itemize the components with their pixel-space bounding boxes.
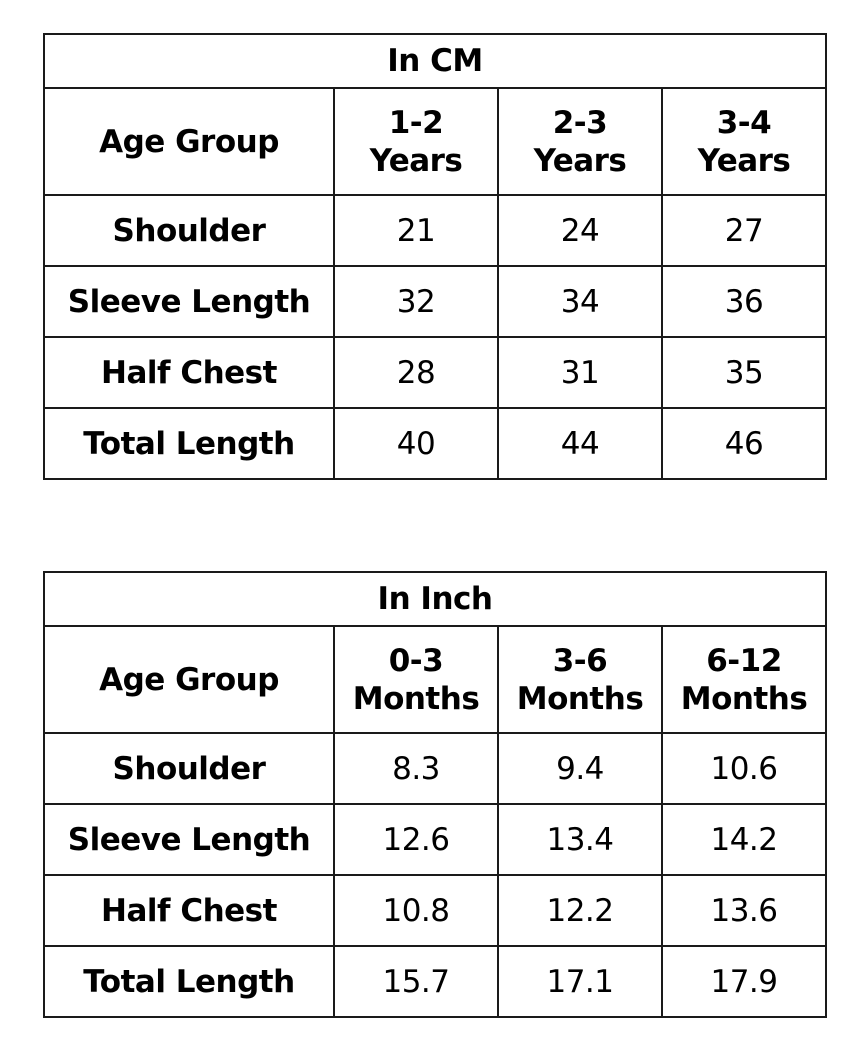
size-table-inch: In Inch Age Group 0-3 Months 3-6 Months … bbox=[42, 571, 828, 1018]
table-cell: 35 bbox=[661, 336, 827, 409]
row-label: Sleeve Length bbox=[43, 265, 335, 338]
table-cell: 17.1 bbox=[497, 945, 663, 1018]
row-label: Shoulder bbox=[43, 732, 335, 805]
table-cell: 10.8 bbox=[333, 874, 499, 947]
table-row: Total Length 40 44 46 bbox=[43, 407, 827, 480]
table-cell: 28 bbox=[333, 336, 499, 409]
column-header: 3-6 Months bbox=[497, 625, 663, 734]
column-range: 3-4 bbox=[716, 104, 772, 141]
age-group-label: Age Group bbox=[43, 625, 335, 734]
column-range: 1-2 bbox=[388, 104, 444, 141]
row-label: Shoulder bbox=[43, 194, 335, 267]
table-cell: 24 bbox=[497, 194, 663, 267]
age-group-label: Age Group bbox=[43, 87, 335, 196]
row-label: Sleeve Length bbox=[43, 803, 335, 876]
column-range: 3-6 bbox=[552, 642, 608, 679]
column-unit: Months bbox=[352, 680, 480, 717]
table-cell: 12.2 bbox=[497, 874, 663, 947]
table-row: Sleeve Length 32 34 36 bbox=[43, 265, 827, 338]
table-title: In CM bbox=[43, 33, 827, 89]
table-cell: 36 bbox=[661, 265, 827, 338]
row-label: Total Length bbox=[43, 945, 335, 1018]
row-label: Half Chest bbox=[43, 336, 335, 409]
table-row: Half Chest 10.8 12.2 13.6 bbox=[43, 874, 828, 947]
table-cell: 15.7 bbox=[333, 945, 499, 1018]
table-cell: 34 bbox=[497, 265, 663, 338]
column-header: 6-12 Months bbox=[660, 625, 828, 734]
table-cell: 17.9 bbox=[660, 945, 828, 1018]
column-header: 3-4 Years bbox=[661, 87, 827, 196]
table-cell: 27 bbox=[661, 194, 827, 267]
table-cell: 13.4 bbox=[497, 803, 663, 876]
table-cell: 44 bbox=[497, 407, 663, 480]
table-cell: 9.4 bbox=[497, 732, 663, 805]
table-title: In Inch bbox=[42, 571, 828, 627]
table-cell: 14.2 bbox=[660, 803, 828, 876]
table-cell: 40 bbox=[333, 407, 499, 480]
table-cell: 46 bbox=[661, 407, 827, 480]
column-header: 0-3 Months bbox=[333, 625, 499, 734]
table-row: Shoulder 21 24 27 bbox=[43, 194, 827, 267]
table-cell: 32 bbox=[333, 265, 499, 338]
column-unit: Years bbox=[533, 142, 627, 179]
row-label: Total Length bbox=[43, 407, 335, 480]
column-range: 6-12 bbox=[706, 642, 782, 679]
column-unit: Years bbox=[697, 142, 791, 179]
table-row: Total Length 15.7 17.1 17.9 bbox=[43, 945, 828, 1018]
table-cell: 12.6 bbox=[333, 803, 499, 876]
size-table-cm: In CM Age Group 1-2 Years 2-3 Years 3-4 … bbox=[43, 33, 827, 480]
column-unit: Years bbox=[369, 142, 463, 179]
column-unit: Months bbox=[680, 680, 808, 717]
row-label: Half Chest bbox=[43, 874, 335, 947]
column-range: 2-3 bbox=[552, 104, 608, 141]
table-row: Half Chest 28 31 35 bbox=[43, 336, 827, 409]
column-unit: Months bbox=[516, 680, 644, 717]
table-cell: 21 bbox=[333, 194, 499, 267]
column-header: 1-2 Years bbox=[333, 87, 499, 196]
table-cell: 13.6 bbox=[660, 874, 828, 947]
table-row: Shoulder 8.3 9.4 10.6 bbox=[43, 732, 828, 805]
table-cell: 31 bbox=[497, 336, 663, 409]
column-header: 2-3 Years bbox=[497, 87, 663, 196]
table-cell: 8.3 bbox=[333, 732, 499, 805]
table-row: Sleeve Length 12.6 13.4 14.2 bbox=[43, 803, 828, 876]
table-cell: 10.6 bbox=[660, 732, 828, 805]
column-range: 0-3 bbox=[388, 642, 444, 679]
